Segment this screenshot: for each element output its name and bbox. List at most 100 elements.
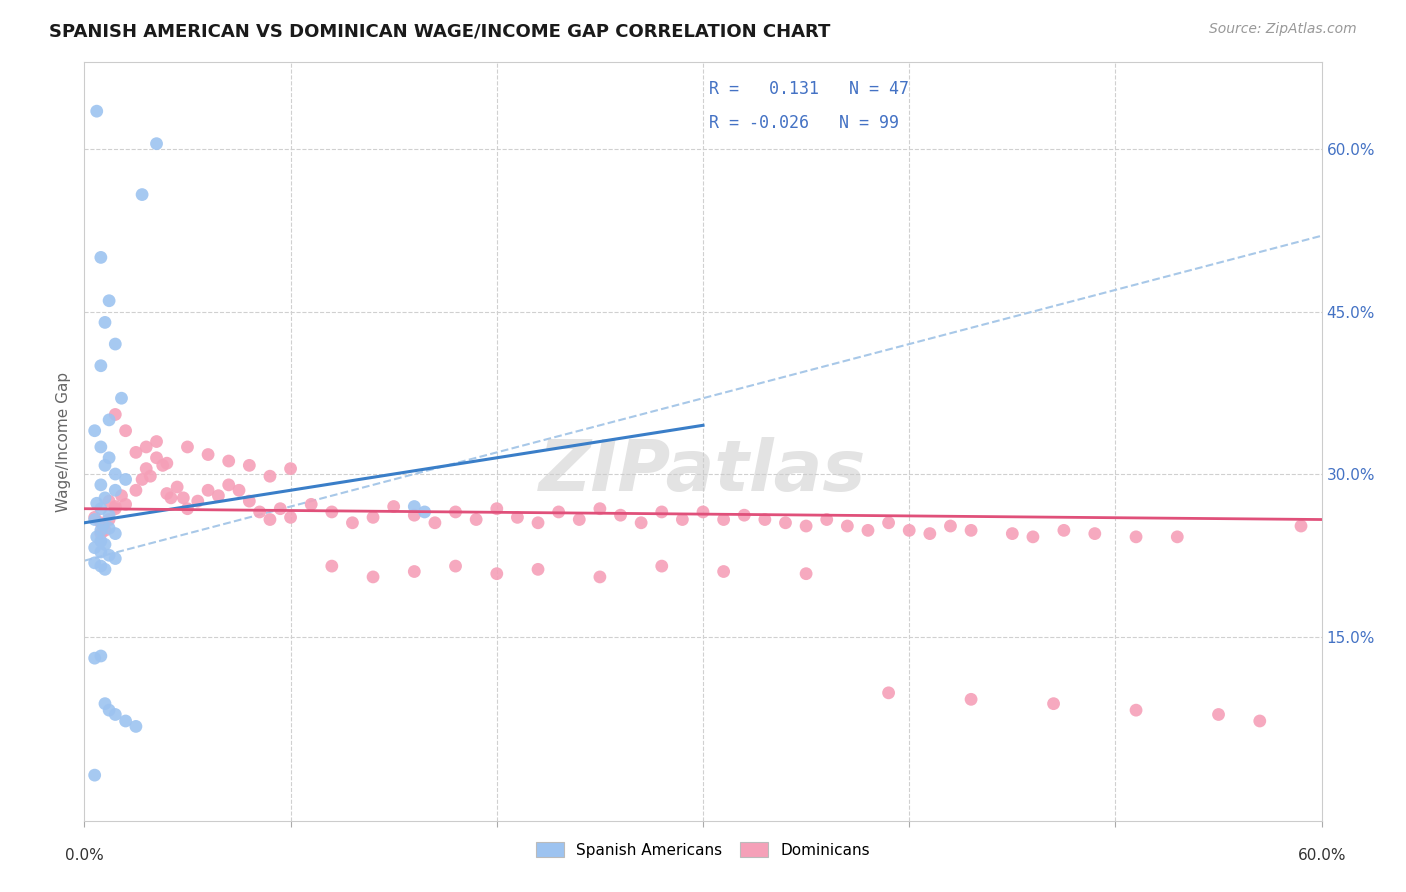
Point <box>98 293 121 308</box>
Point <box>125 719 148 733</box>
Point <box>98 512 121 526</box>
Point <box>83 510 105 524</box>
Point <box>238 494 260 508</box>
Point <box>98 703 121 717</box>
Point <box>299 497 322 511</box>
Point <box>176 440 198 454</box>
Point <box>754 512 776 526</box>
Point <box>228 483 250 498</box>
Point <box>98 450 121 465</box>
Point <box>104 526 127 541</box>
Point <box>83 424 105 438</box>
Point <box>145 450 167 465</box>
Point <box>1042 697 1064 711</box>
Point <box>238 458 260 473</box>
Point <box>1053 524 1076 538</box>
Point <box>837 519 859 533</box>
Point <box>321 505 343 519</box>
Point <box>110 489 132 503</box>
Point <box>104 551 127 566</box>
Point <box>139 469 162 483</box>
Point <box>877 686 900 700</box>
Point <box>444 505 467 519</box>
Point <box>269 501 291 516</box>
Point <box>413 505 436 519</box>
Point <box>197 448 219 462</box>
Point <box>83 651 105 665</box>
Point <box>485 501 508 516</box>
Point <box>104 408 127 422</box>
Point <box>187 494 209 508</box>
Point <box>86 530 108 544</box>
Point <box>1022 530 1045 544</box>
Point <box>197 483 219 498</box>
Point <box>145 434 167 449</box>
Point <box>104 467 127 481</box>
Point <box>86 104 108 119</box>
Point <box>259 512 281 526</box>
Point <box>1249 714 1271 728</box>
Point <box>630 516 652 530</box>
Point <box>156 456 179 470</box>
Point <box>90 545 112 559</box>
Point <box>713 512 735 526</box>
Point <box>692 505 714 519</box>
Point <box>465 512 488 526</box>
Point <box>589 570 612 584</box>
Point <box>361 570 384 584</box>
Point <box>90 440 112 454</box>
Point <box>98 548 121 563</box>
Point <box>86 496 108 510</box>
Point <box>733 508 755 523</box>
Point <box>1289 519 1312 533</box>
Point <box>98 494 121 508</box>
Point <box>651 505 673 519</box>
Point <box>506 510 529 524</box>
Point <box>104 707 127 722</box>
Point <box>94 697 117 711</box>
Point <box>218 454 240 468</box>
Point <box>83 768 105 782</box>
Text: ZIPatlas: ZIPatlas <box>540 437 866 507</box>
Point <box>794 566 817 581</box>
Point <box>131 473 153 487</box>
Text: 0.0%: 0.0% <box>65 847 104 863</box>
Point <box>382 500 405 514</box>
Point <box>172 491 194 505</box>
Point <box>898 524 921 538</box>
Point <box>1125 703 1147 717</box>
Point <box>156 486 179 500</box>
Legend: Spanish Americans, Dominicans: Spanish Americans, Dominicans <box>524 830 882 870</box>
Point <box>918 526 941 541</box>
Point <box>404 508 426 523</box>
Text: R = -0.026   N = 99: R = -0.026 N = 99 <box>709 114 900 132</box>
Point <box>90 501 112 516</box>
Point <box>90 648 112 663</box>
Point <box>249 505 271 519</box>
Point <box>1208 707 1230 722</box>
Point <box>404 500 426 514</box>
Point <box>960 524 983 538</box>
Point <box>166 480 188 494</box>
Point <box>609 508 631 523</box>
Point <box>321 559 343 574</box>
Point <box>280 510 302 524</box>
Point <box>145 136 167 151</box>
Point <box>91 517 114 532</box>
Point <box>527 562 550 576</box>
Point <box>104 483 127 498</box>
Y-axis label: Wage/Income Gap: Wage/Income Gap <box>56 371 72 512</box>
Point <box>90 516 112 530</box>
Point <box>90 359 112 373</box>
Point <box>713 565 735 579</box>
Point <box>90 524 112 538</box>
Point <box>361 510 384 524</box>
Point <box>135 440 157 454</box>
Point <box>90 478 112 492</box>
Point <box>131 187 153 202</box>
Point <box>485 566 508 581</box>
Point <box>104 500 127 514</box>
Point <box>960 692 983 706</box>
Point <box>160 491 183 505</box>
Text: 60.0%: 60.0% <box>1298 847 1346 863</box>
